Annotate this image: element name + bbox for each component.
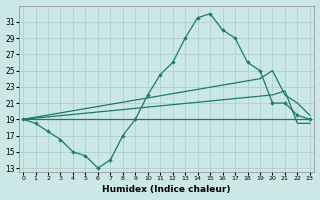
X-axis label: Humidex (Indice chaleur): Humidex (Indice chaleur) (102, 185, 231, 194)
